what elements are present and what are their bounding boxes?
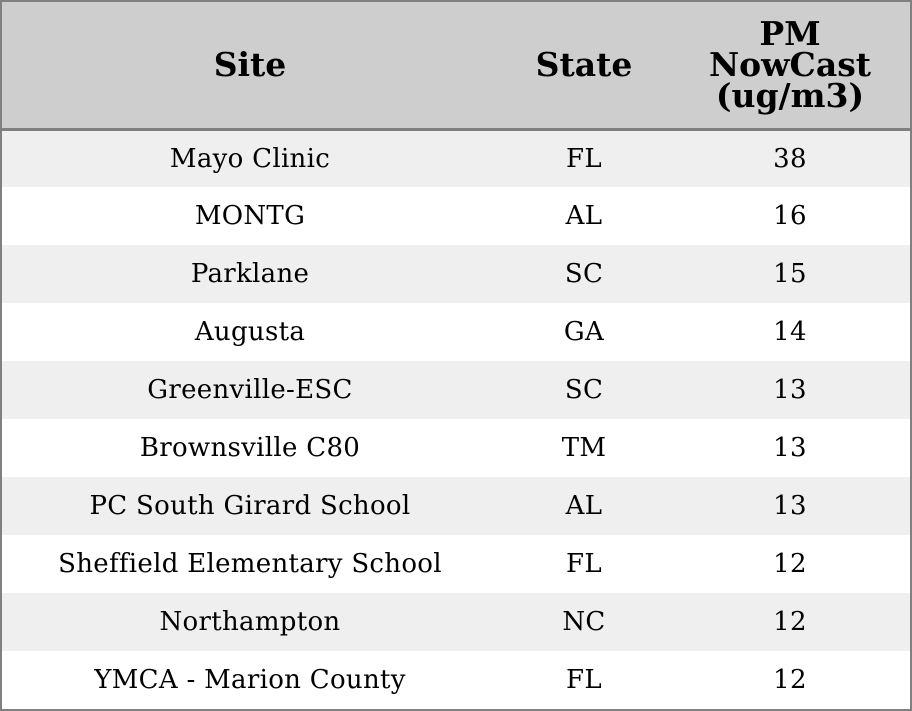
state-cell: SC xyxy=(564,259,604,289)
table-row: Greenville-ESC SC 13 xyxy=(2,361,910,419)
table-row: Sheffield Elementary School FL 12 xyxy=(2,535,910,593)
state-cell: FL xyxy=(566,665,602,695)
site-cell: YMCA - Marion County xyxy=(94,665,406,695)
table-row: Brownsville C80 TM 13 xyxy=(2,419,910,477)
column-header-site: Site xyxy=(2,2,498,131)
state-cell: TM xyxy=(561,433,607,463)
site-cell: Brownsville C80 xyxy=(139,433,361,463)
table-body: Mayo Clinic FL 38 MONTG AL 16 Parklane SC 15 Augu… xyxy=(2,129,910,709)
table-row: Parklane SC 15 xyxy=(2,245,910,303)
site-cell: Mayo Clinic xyxy=(169,143,331,174)
state-cell: NC xyxy=(562,607,606,637)
state-cell: FL xyxy=(566,143,602,174)
pm-value-cell: 13 xyxy=(773,375,807,405)
state-cell: FL xyxy=(566,549,602,579)
column-header-state: State xyxy=(498,2,670,131)
site-cell: Sheffield Elementary School xyxy=(58,549,442,579)
pm-value-cell: 15 xyxy=(773,259,807,289)
pm-value-cell: 12 xyxy=(773,665,807,695)
column-header-pm-nowcast: PM NowCast (ug/m3) xyxy=(670,2,910,131)
pm-value-cell: 13 xyxy=(773,433,807,463)
site-cell: PC South Girard School xyxy=(89,491,411,521)
site-cell: Northampton xyxy=(159,607,341,637)
state-cell: AL xyxy=(565,491,603,521)
pm-value-cell: 12 xyxy=(773,549,807,579)
table-row: PC South Girard School AL 13 xyxy=(2,477,910,535)
pm-value-cell: 38 xyxy=(773,143,807,174)
column-header-pm-line-1: PM xyxy=(759,14,821,54)
table-row: MONTG AL 16 xyxy=(2,187,910,245)
table-row: Augusta GA 14 xyxy=(2,303,910,361)
state-cell: SC xyxy=(564,375,604,405)
pm-value-cell: 12 xyxy=(773,607,807,637)
site-cell: MONTG xyxy=(194,201,306,231)
table-header-row: Site State PM NowCast (ug/m3) xyxy=(2,2,910,131)
column-header-pm-line-2: NowCast xyxy=(708,45,872,85)
table-row: YMCA - Marion County FL 12 xyxy=(2,651,910,709)
site-cell: Greenville-ESC xyxy=(147,375,353,405)
table-row: Mayo Clinic FL 38 xyxy=(2,129,910,187)
pm-value-cell: 14 xyxy=(773,317,807,347)
column-header-pm-line-3: (ug/m3) xyxy=(715,76,865,116)
table-row: Northampton NC 12 xyxy=(2,593,910,651)
state-cell: GA xyxy=(563,317,605,347)
pm-value-cell: 13 xyxy=(773,491,807,521)
site-cell: Parklane xyxy=(190,259,310,289)
state-cell: AL xyxy=(565,201,603,231)
site-cell: Augusta xyxy=(194,317,306,347)
pm-value-cell: 16 xyxy=(773,201,807,231)
